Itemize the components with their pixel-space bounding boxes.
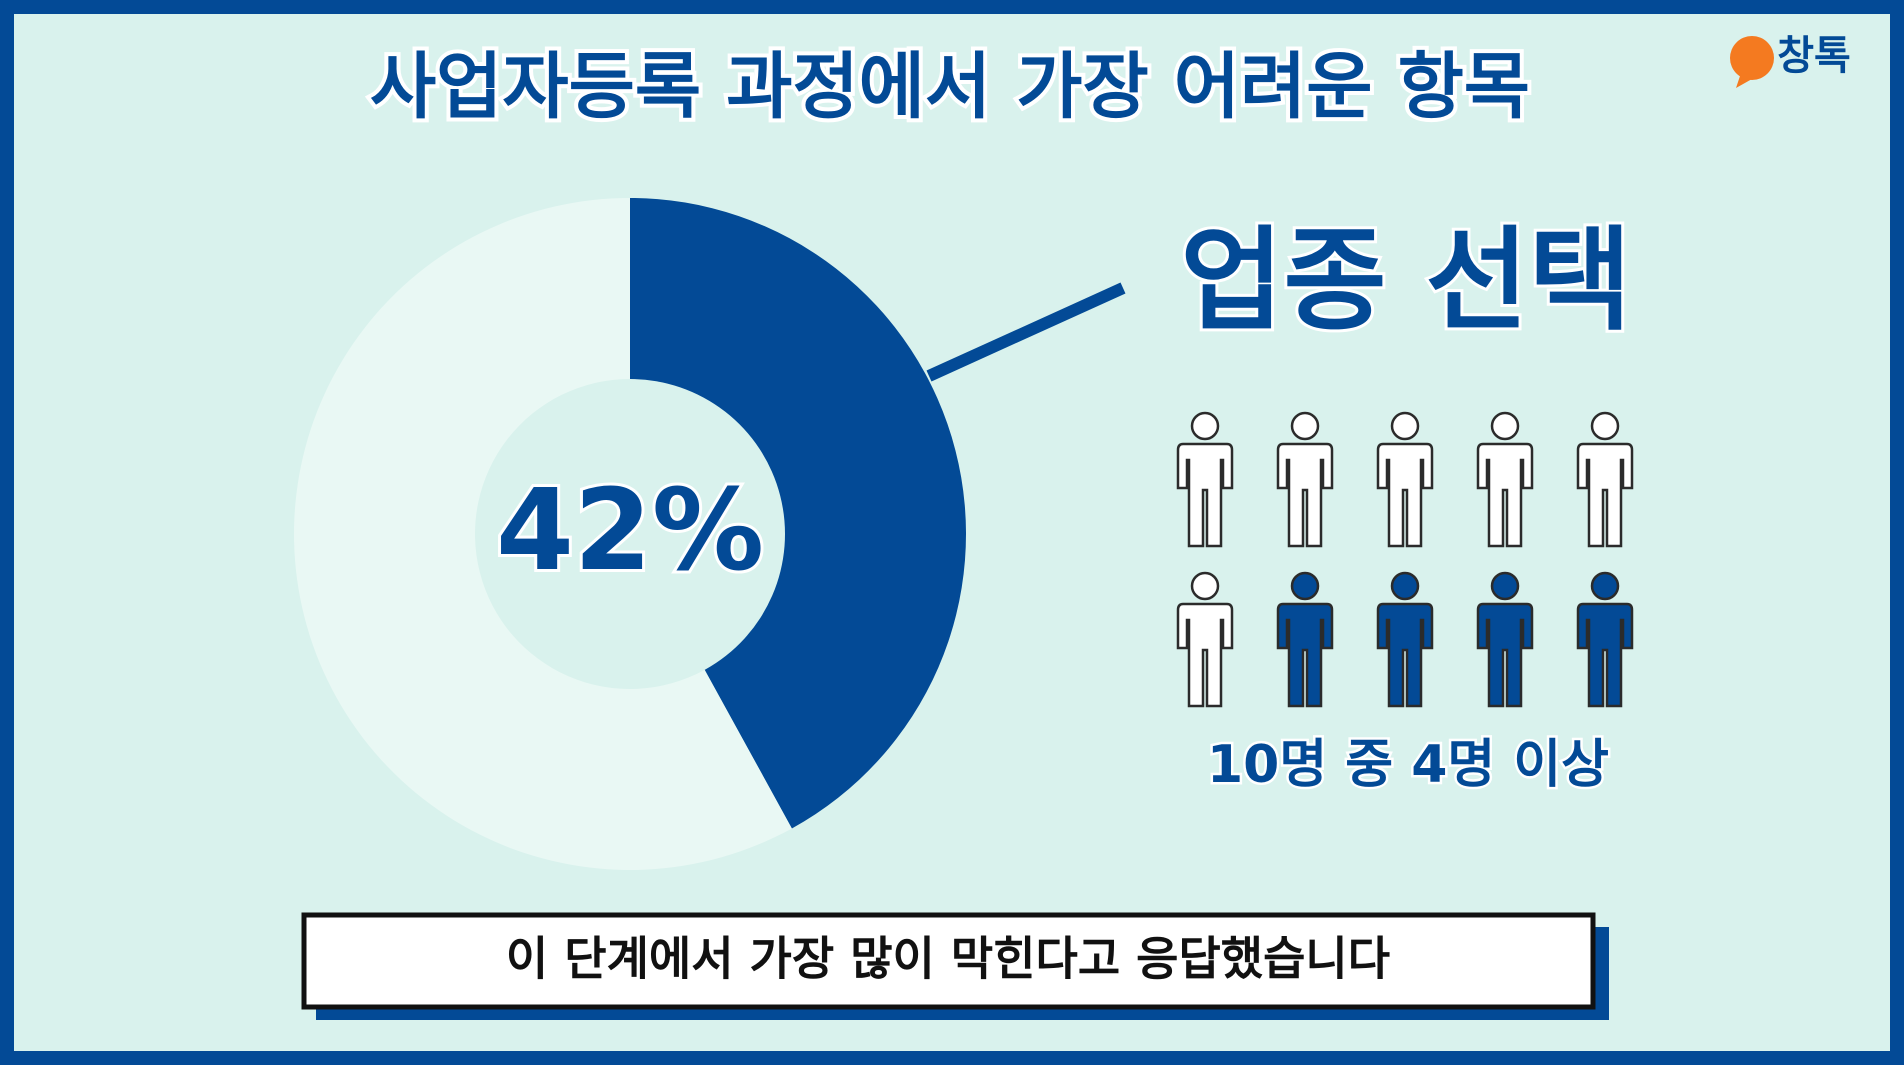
callout-line xyxy=(926,282,1126,382)
person-icon xyxy=(1576,411,1634,548)
pictogram-label: 10명 중 4명 이상 xyxy=(1207,735,1609,795)
person-icon xyxy=(1276,571,1334,708)
person-head xyxy=(1290,571,1320,601)
person-head xyxy=(1390,571,1420,601)
person-head xyxy=(1590,571,1620,601)
person-head xyxy=(1490,571,1520,601)
person-body xyxy=(1476,442,1534,548)
person-body xyxy=(1476,602,1534,708)
person-icon xyxy=(1176,411,1234,548)
person-body xyxy=(1376,602,1434,708)
person-body xyxy=(1576,442,1634,548)
person-icon xyxy=(1476,571,1534,708)
person-head xyxy=(1290,411,1320,441)
person-head xyxy=(1590,411,1620,441)
person-head xyxy=(1390,411,1420,441)
person-icon xyxy=(1576,571,1634,708)
person-icon xyxy=(1476,411,1534,548)
person-body xyxy=(1576,602,1634,708)
person-body xyxy=(1376,442,1434,548)
person-body xyxy=(1176,602,1234,708)
brand-logo-tail xyxy=(1736,76,1752,88)
person-body xyxy=(1176,442,1234,548)
callout-label: 업종 선택 xyxy=(1180,216,1631,346)
brand-name: 창톡 xyxy=(1777,33,1851,79)
person-icon xyxy=(1376,411,1434,548)
caption-box xyxy=(301,912,1596,1010)
donut-segment xyxy=(294,198,792,871)
donut-segment xyxy=(630,198,967,829)
person-head xyxy=(1190,571,1220,601)
person-icon xyxy=(1176,571,1234,708)
person-icon xyxy=(1376,571,1434,708)
chart-title: 사업자등록 과정에서 가장 어려운 항목 xyxy=(370,45,1530,129)
person-icon xyxy=(1276,411,1334,548)
person-body xyxy=(1276,442,1334,548)
person-body xyxy=(1276,602,1334,708)
caption: 이 단계에서 가장 많이 막힌다고 응답했습니다 xyxy=(506,932,1390,986)
center-value-label: 42% xyxy=(496,466,764,596)
brand-logo xyxy=(1730,36,1774,80)
person-head xyxy=(1490,411,1520,441)
person-head xyxy=(1190,411,1220,441)
